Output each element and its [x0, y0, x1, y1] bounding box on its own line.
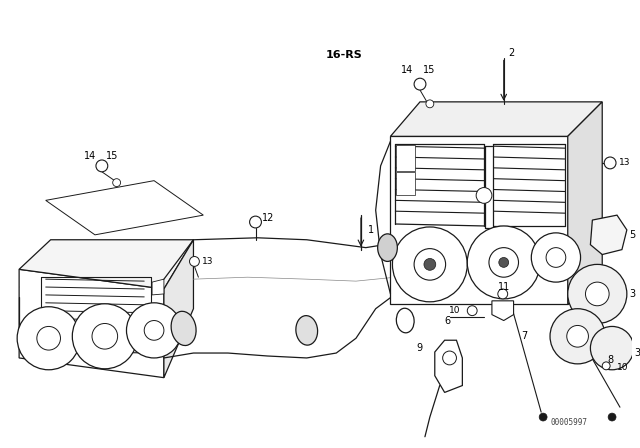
Text: 3: 3	[629, 289, 635, 299]
Circle shape	[426, 100, 434, 108]
Text: 7: 7	[522, 331, 528, 341]
Ellipse shape	[296, 316, 317, 345]
Circle shape	[602, 362, 610, 370]
Polygon shape	[435, 340, 462, 392]
Circle shape	[476, 188, 492, 203]
Circle shape	[531, 233, 580, 282]
Circle shape	[414, 249, 445, 280]
Text: 15: 15	[106, 151, 118, 161]
Text: 1: 1	[368, 225, 374, 235]
Circle shape	[539, 413, 547, 421]
Text: 10: 10	[449, 306, 460, 315]
Text: 5: 5	[629, 230, 635, 240]
Circle shape	[467, 306, 477, 315]
Circle shape	[489, 248, 518, 277]
Polygon shape	[152, 279, 164, 295]
Circle shape	[113, 179, 120, 186]
Text: 11: 11	[498, 282, 510, 292]
Polygon shape	[390, 136, 568, 304]
Circle shape	[467, 226, 540, 299]
Circle shape	[443, 351, 456, 365]
Text: 15: 15	[422, 65, 435, 75]
Circle shape	[144, 320, 164, 340]
Circle shape	[567, 325, 588, 347]
Polygon shape	[45, 181, 204, 235]
Circle shape	[586, 282, 609, 306]
Circle shape	[550, 309, 605, 364]
Text: 3: 3	[635, 348, 640, 358]
Text: 13: 13	[202, 257, 214, 266]
Circle shape	[92, 323, 118, 349]
Ellipse shape	[396, 308, 414, 333]
Polygon shape	[568, 102, 602, 304]
Text: 12: 12	[262, 213, 275, 223]
Circle shape	[37, 327, 61, 350]
Circle shape	[546, 248, 566, 267]
Circle shape	[392, 227, 467, 302]
Polygon shape	[396, 145, 415, 171]
Circle shape	[608, 413, 616, 421]
Circle shape	[17, 307, 80, 370]
Ellipse shape	[378, 234, 397, 262]
Polygon shape	[152, 306, 164, 322]
Circle shape	[250, 216, 261, 228]
Polygon shape	[390, 102, 602, 136]
Circle shape	[127, 303, 182, 358]
Text: 00005997: 00005997	[550, 418, 588, 427]
Text: 14: 14	[401, 65, 413, 75]
Circle shape	[568, 264, 627, 323]
Polygon shape	[164, 240, 193, 378]
Polygon shape	[19, 269, 164, 378]
Text: 6: 6	[445, 315, 451, 326]
Text: 2: 2	[509, 47, 515, 58]
Text: 16-RS: 16-RS	[326, 50, 362, 60]
Polygon shape	[591, 215, 627, 254]
Circle shape	[189, 257, 200, 267]
Circle shape	[591, 327, 634, 370]
Ellipse shape	[171, 311, 196, 345]
Polygon shape	[396, 172, 415, 195]
Text: 9: 9	[417, 343, 423, 353]
Text: 10: 10	[617, 363, 628, 372]
Circle shape	[96, 160, 108, 172]
Polygon shape	[152, 323, 164, 338]
Text: 14: 14	[84, 151, 96, 161]
Circle shape	[72, 304, 138, 369]
Text: 13: 13	[619, 159, 630, 168]
Circle shape	[499, 258, 509, 267]
Circle shape	[414, 78, 426, 90]
Text: 4: 4	[607, 335, 613, 345]
Text: 8: 8	[607, 355, 613, 365]
Circle shape	[424, 258, 436, 270]
Circle shape	[498, 289, 508, 299]
Circle shape	[604, 157, 616, 169]
Polygon shape	[492, 301, 513, 320]
Polygon shape	[19, 240, 193, 289]
